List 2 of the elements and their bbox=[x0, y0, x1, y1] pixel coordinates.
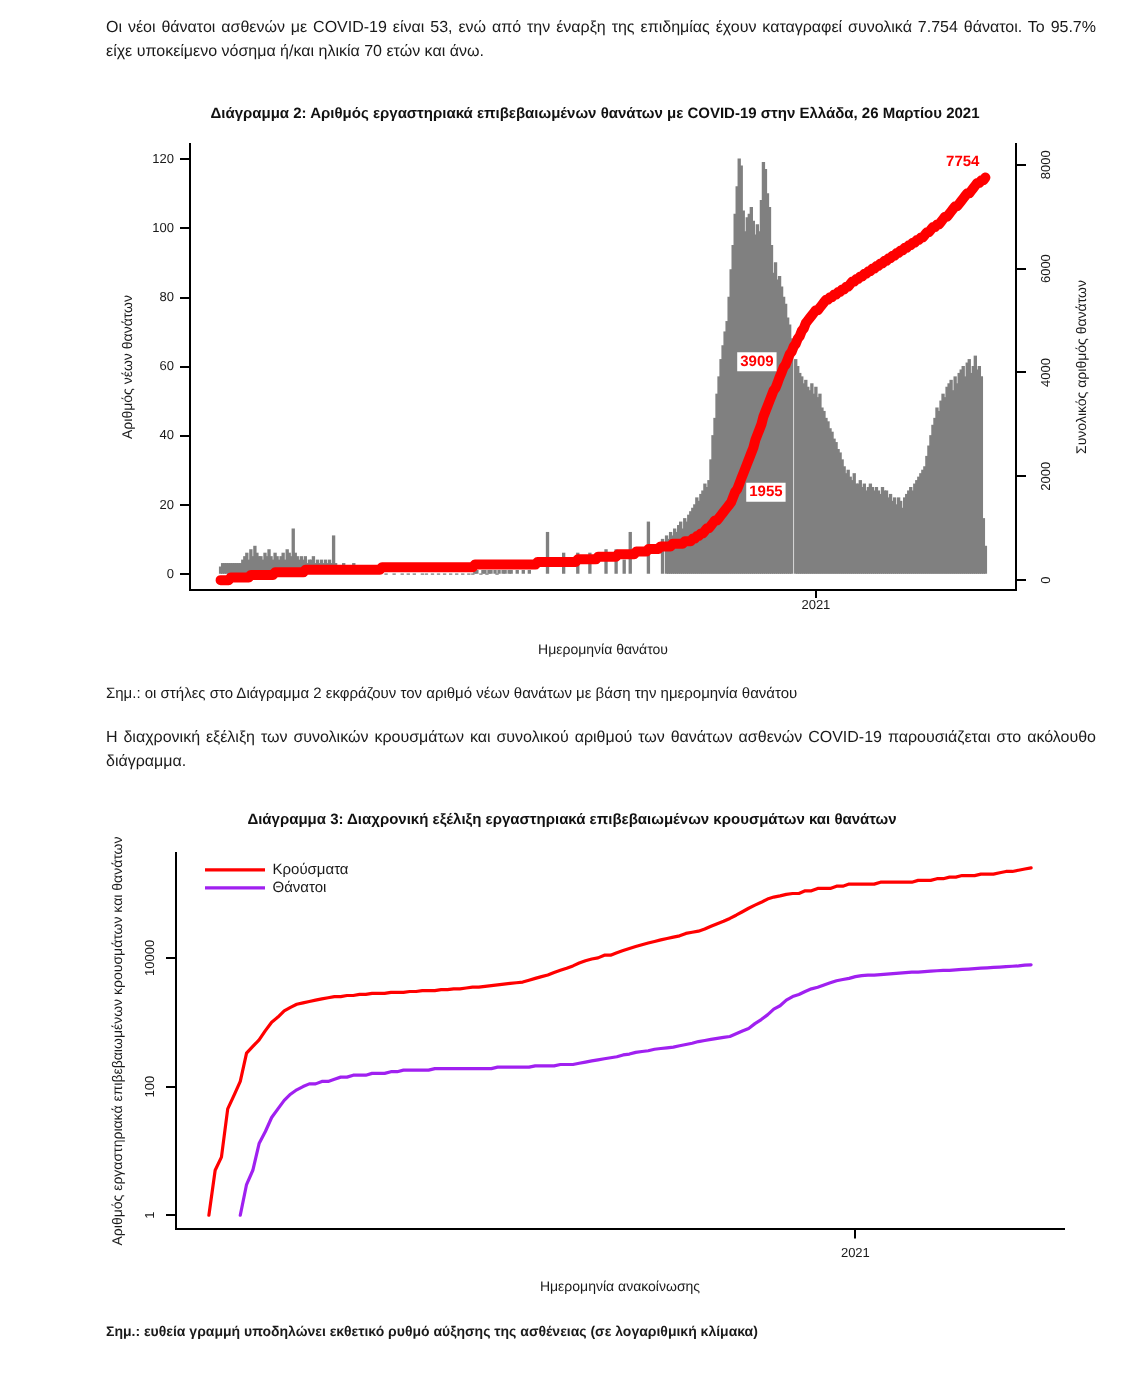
text: Οι νέοι θάνατοι ασθενών με COVID-19 είναι 53, ενώ από την έναρξη της επιδημίας έχουν καταγραφεί συνολικά 7.754 θάνατοι. Το 95.7% είχε υποκείμενο νόσημα ή/και ηλικία 70 ετών και άνω. bbox=[106, 16, 1096, 64]
text: Η διαχρονική εξέλιξη των συνολικών κρουσμάτων και συνολικού αριθμού των θανάτων ασθενών COVID-19 παρουσιάζεται στο ακόλουθο διάγραμμα. bbox=[106, 726, 1096, 772]
